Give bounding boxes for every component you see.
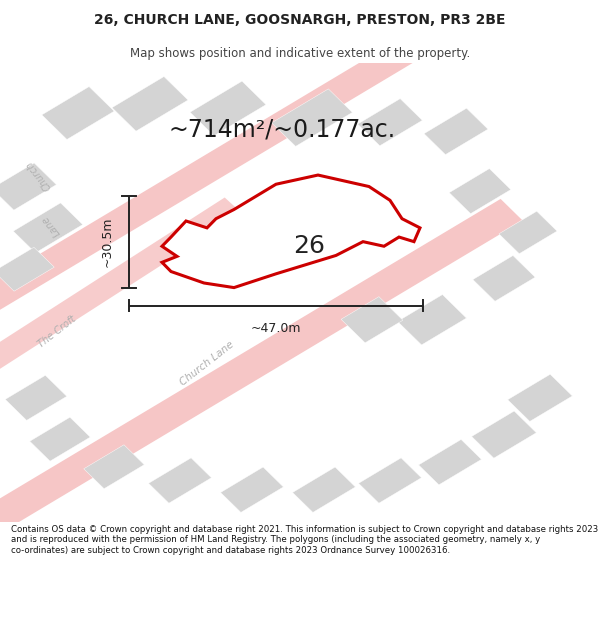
Text: 26, CHURCH LANE, GOOSNARGH, PRESTON, PR3 2BE: 26, CHURCH LANE, GOOSNARGH, PRESTON, PR3… bbox=[94, 12, 506, 26]
Polygon shape bbox=[473, 256, 535, 301]
Polygon shape bbox=[419, 439, 481, 485]
Polygon shape bbox=[341, 297, 403, 343]
Polygon shape bbox=[196, 232, 260, 279]
Text: Map shows position and indicative extent of the property.: Map shows position and indicative extent… bbox=[130, 47, 470, 60]
Polygon shape bbox=[13, 203, 83, 253]
Polygon shape bbox=[472, 411, 536, 458]
Polygon shape bbox=[0, 163, 56, 210]
Polygon shape bbox=[398, 294, 466, 345]
Text: Contains OS data © Crown copyright and database right 2021. This information is : Contains OS data © Crown copyright and d… bbox=[11, 525, 598, 555]
Text: Lane: Lane bbox=[40, 213, 62, 238]
Text: ~714m²/~0.177ac.: ~714m²/~0.177ac. bbox=[169, 117, 395, 141]
Polygon shape bbox=[424, 108, 488, 154]
Polygon shape bbox=[84, 445, 144, 489]
Polygon shape bbox=[0, 248, 54, 291]
Polygon shape bbox=[42, 87, 114, 139]
Text: ~47.0m: ~47.0m bbox=[251, 322, 301, 335]
Text: The Croft: The Croft bbox=[36, 313, 78, 349]
Polygon shape bbox=[149, 458, 211, 503]
Polygon shape bbox=[508, 374, 572, 421]
Polygon shape bbox=[0, 199, 523, 560]
Polygon shape bbox=[272, 89, 352, 146]
Polygon shape bbox=[112, 76, 188, 131]
Text: ~30.5m: ~30.5m bbox=[101, 216, 114, 267]
Polygon shape bbox=[0, 2, 480, 334]
Polygon shape bbox=[449, 169, 511, 214]
Polygon shape bbox=[190, 81, 266, 136]
Polygon shape bbox=[359, 458, 421, 503]
Polygon shape bbox=[499, 211, 557, 254]
Text: Church: Church bbox=[25, 158, 53, 192]
Polygon shape bbox=[293, 467, 355, 512]
Polygon shape bbox=[358, 99, 422, 146]
Polygon shape bbox=[162, 175, 420, 288]
Polygon shape bbox=[30, 418, 90, 461]
Text: Church Lane: Church Lane bbox=[178, 339, 236, 388]
Text: 26: 26 bbox=[293, 234, 325, 258]
Polygon shape bbox=[265, 192, 335, 244]
Polygon shape bbox=[0, 198, 242, 405]
Polygon shape bbox=[5, 376, 67, 421]
Polygon shape bbox=[221, 467, 283, 512]
